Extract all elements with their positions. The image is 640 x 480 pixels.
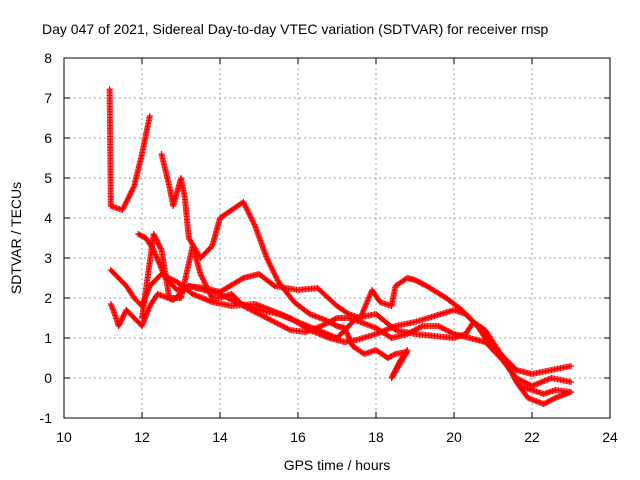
data-point (120, 312, 127, 319)
x-tick-label: 14 (212, 429, 228, 445)
data-point (395, 361, 402, 368)
y-tick-label: 1 (44, 330, 52, 346)
y-axis-label: SDTVAR / TECUs (8, 182, 24, 294)
data-point (543, 399, 550, 406)
data-point (118, 317, 125, 324)
x-axis-label: GPS time / hours (284, 457, 391, 473)
data-point (568, 389, 574, 395)
y-tick-label: 5 (44, 170, 52, 186)
data-point (389, 372, 396, 379)
data-point (403, 348, 410, 355)
data-point (121, 311, 128, 317)
series-track-f (139, 231, 574, 389)
x-tick-label: 24 (602, 429, 618, 445)
series-track-d (107, 271, 574, 407)
data-point (116, 320, 123, 327)
y-tick-label: 6 (44, 130, 52, 146)
data-point (151, 232, 158, 239)
series-track-b (135, 231, 574, 377)
grid (64, 58, 610, 418)
data-point (155, 240, 162, 247)
y-tick-label: 3 (44, 250, 52, 266)
data-point (156, 243, 163, 249)
data-point (120, 313, 127, 320)
y-tick-label: 4 (44, 210, 52, 226)
data-point (157, 244, 164, 251)
x-tick-labels: 10 12 14 16 18 20 22 24 (56, 429, 618, 445)
series-track-e (158, 151, 411, 381)
plot-frame (63, 57, 611, 419)
data-point (150, 231, 157, 237)
data-point (544, 399, 551, 405)
x-tick-label: 20 (446, 429, 462, 445)
data-point (119, 315, 126, 321)
data-point (568, 379, 574, 385)
x-tick-label: 22 (524, 429, 540, 445)
data-point (154, 239, 161, 245)
data-point (157, 245, 164, 252)
y-tick-labels: -1 0 1 2 3 4 5 6 7 8 (40, 50, 53, 426)
data-point (239, 275, 246, 282)
data-point (551, 395, 558, 402)
data-point (118, 316, 125, 323)
data-point (153, 237, 160, 244)
data-point (152, 235, 159, 241)
data-point (392, 367, 399, 373)
data-point (390, 371, 397, 377)
y-tick-label: 7 (44, 90, 52, 106)
data-point (394, 363, 401, 369)
data-point (389, 373, 396, 380)
y-tick-label: 0 (44, 370, 52, 386)
x-tick-label: 16 (290, 429, 306, 445)
y-tick-label: -1 (40, 410, 53, 426)
data-point (568, 363, 574, 369)
data-point (155, 241, 162, 248)
data-point (391, 351, 398, 358)
x-tick-label: 12 (134, 429, 150, 445)
series-track-a (106, 86, 153, 213)
data-point (270, 282, 277, 289)
y-tick-label: 2 (44, 290, 52, 306)
data-point (146, 113, 153, 119)
data-point (391, 368, 398, 375)
axis-ticks (63, 57, 611, 419)
data-point (152, 233, 158, 240)
data-point (391, 369, 398, 376)
chart-title: Day 047 of 2021, Sidereal Day-to-day VTE… (42, 21, 548, 37)
data-point (393, 364, 400, 371)
data-point (549, 396, 556, 403)
data-point (115, 323, 122, 329)
data-marks (106, 86, 574, 407)
x-tick-label: 18 (368, 429, 384, 445)
data-point (393, 365, 400, 372)
data-point (153, 236, 160, 243)
data-point (117, 319, 124, 325)
y-tick-label: 8 (44, 50, 52, 66)
x-tick-label: 10 (56, 429, 72, 445)
data-point (404, 347, 411, 353)
data-point (388, 375, 395, 381)
data-point (116, 321, 123, 328)
